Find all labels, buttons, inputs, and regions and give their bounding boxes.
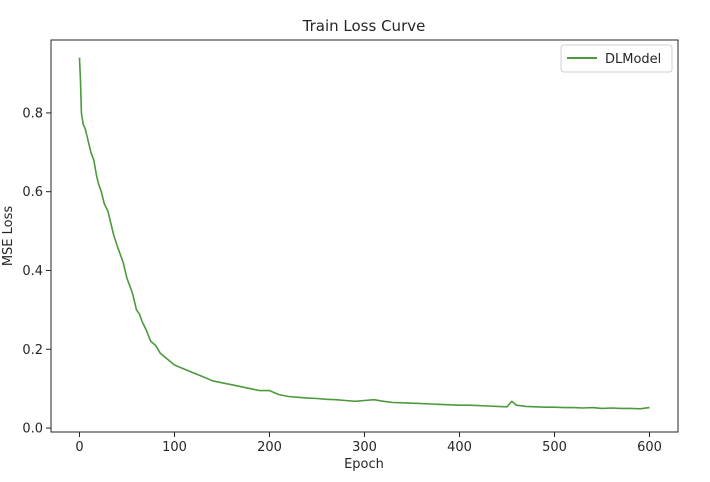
x-axis-label: Epoch [344,457,384,472]
x-tick-label-100: 100 [162,440,187,455]
legend: DLModel [560,44,673,73]
chart-title: Train Loss Curve [302,17,426,35]
y-tick-label-3: 0.6 [22,185,43,200]
y-tick-label-1: 0.2 [22,343,43,358]
y-tick-label-4: 0.8 [22,106,43,121]
series-line-dlmodel [78,57,650,410]
x-tick-label-200: 200 [257,440,282,455]
legend-label-dlmodel: DLModel [605,52,661,67]
x-tick-label-600: 600 [637,440,662,455]
y-axis: 0.0 0.2 0.4 0.6 0.8 [22,106,51,437]
x-axis: 0 100 200 300 400 500 600 [75,432,662,455]
y-tick-label-0: 0.0 [22,422,43,437]
x-tick-label-400: 400 [447,440,472,455]
x-tick-label-0: 0 [75,440,83,455]
y-tick-label-2: 0.4 [22,264,43,279]
y-axis-label: MSE Loss [1,206,16,267]
plot-frame [50,39,679,433]
x-tick-label-300: 300 [352,440,377,455]
legend-box [560,44,673,73]
x-tick-label-500: 500 [542,440,567,455]
